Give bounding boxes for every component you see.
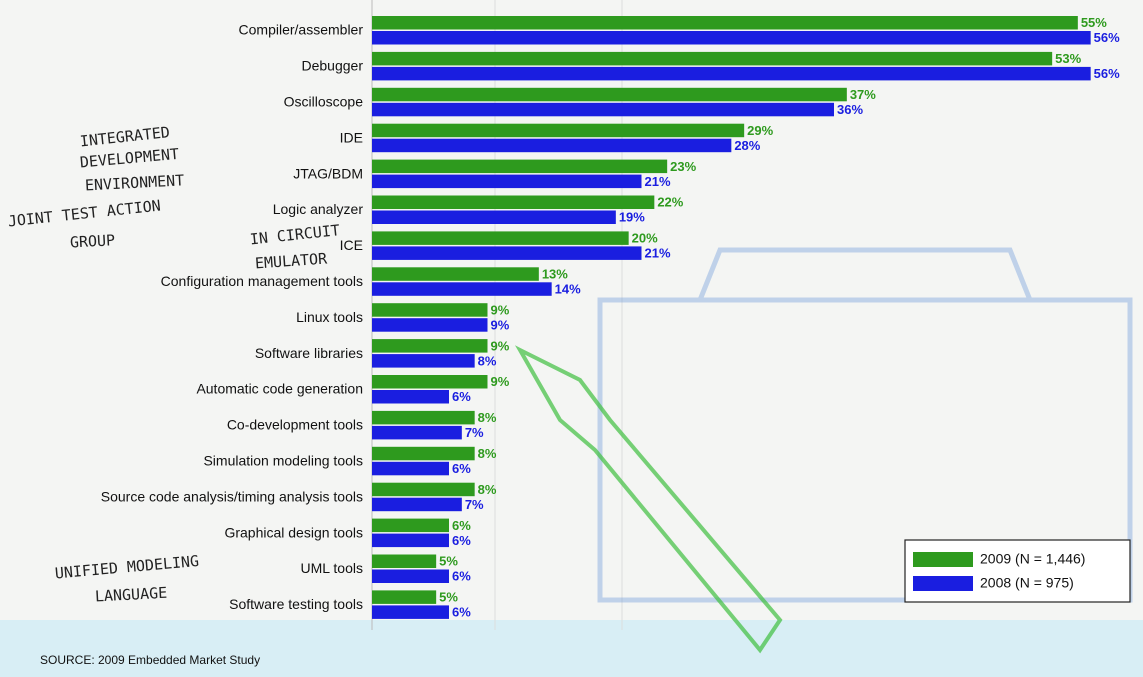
bar (372, 354, 475, 368)
category-label: Software libraries (255, 345, 363, 361)
value-label: 6% (452, 461, 471, 476)
bar (372, 590, 437, 604)
value-label: 6% (452, 389, 471, 404)
bar (372, 195, 655, 209)
category-label: Co-development tools (227, 417, 363, 433)
bar (372, 446, 475, 461)
bar (372, 605, 449, 619)
value-label: 9% (491, 317, 510, 332)
paper-tint (0, 620, 1143, 677)
category-label: Configuration management tools (161, 273, 363, 289)
bar (372, 102, 834, 117)
bar (372, 246, 642, 260)
bar (372, 482, 475, 497)
handwritten-note: EMULATOR (254, 249, 328, 272)
category-label: Debugger (302, 58, 364, 74)
bar (372, 303, 488, 317)
handwritten-note: GROUP (70, 231, 116, 251)
value-label: 56% (1094, 66, 1120, 81)
value-label: 19% (619, 210, 645, 225)
category-label: Automatic code generation (196, 381, 363, 397)
category-label: Linux tools (296, 309, 363, 325)
value-label: 14% (555, 281, 581, 296)
handwritten-note: ENVIRONMENT (85, 171, 185, 194)
category-label: ICE (340, 237, 363, 253)
value-label: 56% (1094, 30, 1120, 45)
handwritten-note: LANGUAGE (95, 584, 168, 606)
value-label: 28% (734, 138, 760, 153)
bar (372, 318, 488, 332)
value-label: 53% (1055, 51, 1081, 66)
bar (372, 339, 488, 353)
value-label: 9% (491, 338, 510, 353)
value-label: 6% (452, 605, 471, 620)
value-label: 23% (670, 159, 696, 174)
value-label: 8% (478, 446, 497, 461)
bar (372, 497, 462, 512)
value-label: 6% (452, 518, 471, 533)
value-label: 36% (837, 102, 863, 117)
value-label: 7% (465, 497, 484, 512)
legend-label: 2008 (N = 975) (980, 575, 1074, 591)
value-label: 8% (478, 482, 497, 497)
bar (372, 159, 668, 174)
bar (372, 231, 629, 245)
value-label: 6% (452, 569, 471, 584)
bar (372, 138, 732, 153)
bar (372, 87, 847, 102)
source-note: SOURCE: 2009 Embedded Market Study (40, 653, 260, 667)
legend-swatch (913, 576, 973, 591)
category-label: Software testing tools (229, 596, 363, 612)
bar (372, 533, 449, 548)
category-label: IDE (340, 129, 363, 145)
value-label: 29% (747, 123, 773, 138)
bar (372, 282, 552, 296)
bar (372, 425, 462, 440)
value-label: 5% (439, 590, 458, 605)
value-label: 20% (632, 231, 658, 246)
bar (372, 66, 1091, 81)
category-label: Simulation modeling tools (203, 453, 363, 469)
bar (372, 16, 1078, 30)
category-label: Oscilloscope (284, 94, 364, 110)
bar (372, 410, 475, 425)
value-label: 6% (452, 533, 471, 548)
category-label: Logic analyzer (273, 201, 364, 217)
category-label: UML tools (300, 560, 363, 576)
value-label: 5% (439, 554, 458, 569)
value-label: 13% (542, 266, 568, 281)
category-label: JTAG/BDM (293, 165, 363, 181)
legend-label: 2009 (N = 1,446) (980, 551, 1085, 567)
bar (372, 569, 449, 583)
value-label: 55% (1081, 15, 1107, 30)
bar (372, 375, 488, 389)
bar (372, 554, 437, 568)
category-label: Compiler/assembler (239, 22, 364, 38)
bar (372, 31, 1091, 45)
bar (372, 518, 449, 533)
value-label: 21% (645, 246, 671, 261)
legend-swatch (913, 552, 973, 567)
bar (372, 51, 1053, 66)
value-label: 21% (645, 174, 671, 189)
bar (372, 267, 539, 281)
value-label: 7% (465, 425, 484, 440)
value-label: 37% (850, 87, 876, 102)
category-label: Source code analysis/timing analysis too… (101, 488, 363, 504)
bar (372, 461, 449, 476)
bar (372, 123, 745, 138)
bar (372, 174, 642, 189)
bar (372, 210, 616, 224)
value-label: 8% (478, 353, 497, 368)
bar (372, 390, 449, 404)
legend-box (904, 539, 1131, 603)
value-label: 9% (491, 374, 510, 389)
value-label: 8% (478, 410, 497, 425)
value-label: 9% (491, 302, 510, 317)
category-label: Graphical design tools (224, 524, 363, 540)
value-label: 22% (657, 195, 683, 210)
wrench-illustration (514, 345, 783, 654)
